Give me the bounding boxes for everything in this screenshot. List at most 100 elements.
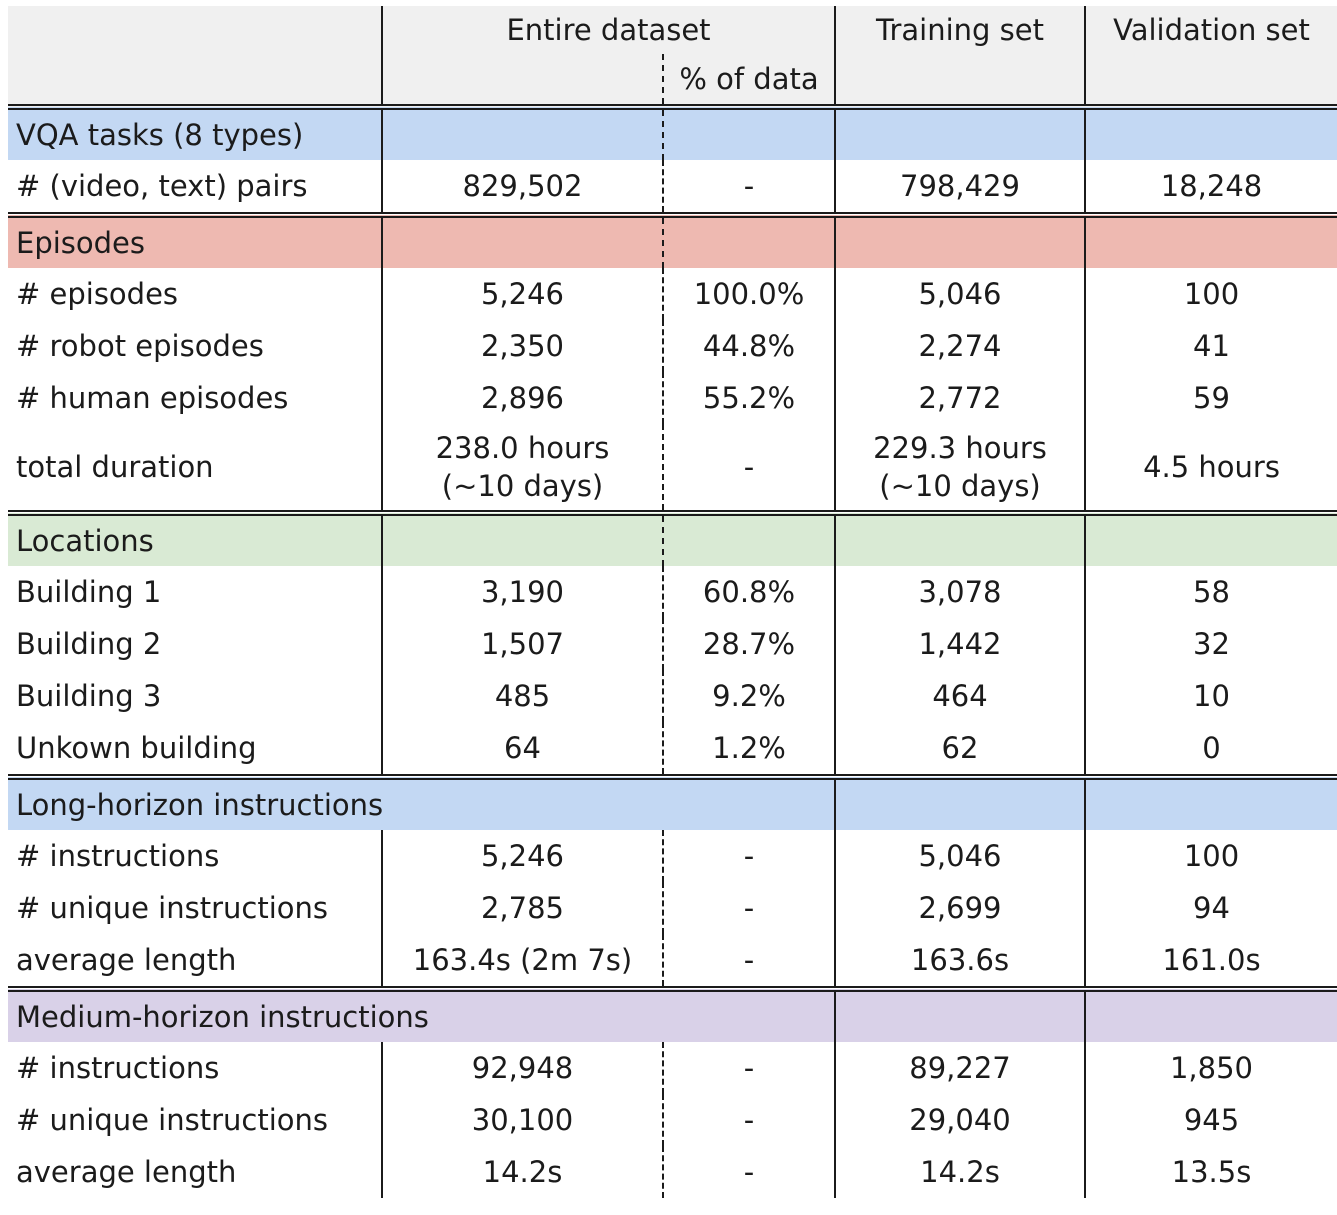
cell-entire: 30,100 — [381, 1094, 663, 1146]
row-label: # episodes — [16, 277, 179, 311]
section-title: Long-horizon instructions — [16, 788, 384, 822]
table-row: # robot episodes 2,350 44.8% 2,274 41 — [8, 320, 1337, 372]
row-label: Building 3 — [16, 679, 162, 713]
table-row: # instructions 92,948 - 89,227 1,850 — [8, 1042, 1337, 1094]
table-row: Unkown building 64 1.2% 62 0 — [8, 722, 1337, 777]
dataset-statistics-table: Entire dataset Training set Validation s… — [8, 6, 1337, 1198]
table-row: average length 163.4s (2m 7s) - 163.6s 1… — [8, 934, 1337, 989]
cell-pct: 55.2% — [662, 372, 835, 424]
cell-entire: 14.2s — [381, 1146, 663, 1198]
cell-train: 29,040 — [834, 1094, 1085, 1146]
cell-val: 18,248 — [1084, 160, 1337, 215]
cell-entire: 238.0 hours (~10 days) — [381, 424, 663, 513]
duration-hours: 229.3 hours — [873, 431, 1047, 465]
cell-pct: - — [662, 934, 835, 989]
cell-train: 5,046 — [834, 830, 1085, 882]
cell-val: 161.0s — [1084, 934, 1337, 989]
cell-train: 229.3 hours (~10 days) — [834, 424, 1085, 513]
cell-train: 464 — [834, 670, 1085, 722]
cell-val: 94 — [1084, 882, 1337, 934]
cell-val: 945 — [1084, 1094, 1337, 1146]
duration-days: (~10 days) — [879, 469, 1041, 503]
cell-entire: 92,948 — [381, 1042, 663, 1094]
section-long-horizon: Long-horizon instructions — [8, 777, 1337, 830]
cell-entire: 5,246 — [381, 268, 663, 320]
cell-val: 100 — [1084, 268, 1337, 320]
cell-val: 59 — [1084, 372, 1337, 424]
header-entire-blank — [381, 54, 663, 107]
section-episodes: Episodes — [8, 215, 1337, 268]
header-validation-set: Validation set — [1084, 6, 1337, 107]
header-pct-of-data: % of data — [662, 54, 835, 107]
cell-entire: 163.4s (2m 7s) — [381, 934, 663, 989]
table-row-duration: total duration 238.0 hours (~10 days) - … — [8, 424, 1337, 513]
section-title: Episodes — [16, 226, 145, 260]
cell-entire: 829,502 — [381, 160, 663, 215]
cell-val: 32 — [1084, 618, 1337, 670]
table-row: average length 14.2s - 14.2s 13.5s — [8, 1146, 1337, 1198]
row-label: # instructions — [16, 839, 220, 873]
table-row: Building 3 485 9.2% 464 10 — [8, 670, 1337, 722]
cell-pct: - — [662, 830, 835, 882]
table-row: # unique instructions 30,100 - 29,040 94… — [8, 1094, 1337, 1146]
cell-entire: 1,507 — [381, 618, 663, 670]
cell-train: 3,078 — [834, 566, 1085, 618]
cell-val: 41 — [1084, 320, 1337, 372]
cell-entire: 2,896 — [381, 372, 663, 424]
table-row: # human episodes 2,896 55.2% 2,772 59 — [8, 372, 1337, 424]
cell-pct: 9.2% — [662, 670, 835, 722]
cell-val: 58 — [1084, 566, 1337, 618]
cell-entire: 485 — [381, 670, 663, 722]
cell-train: 14.2s — [834, 1146, 1085, 1198]
cell-entire: 5,246 — [381, 830, 663, 882]
section-title: VQA tasks (8 types) — [16, 118, 304, 152]
cell-train: 62 — [834, 722, 1085, 777]
cell-entire: 3,190 — [381, 566, 663, 618]
cell-val: 4.5 hours — [1084, 424, 1337, 513]
cell-pct: - — [662, 1042, 835, 1094]
row-label: Building 2 — [16, 627, 162, 661]
row-label: average length — [16, 1155, 237, 1189]
cell-pct: - — [662, 160, 835, 215]
cell-pct: - — [662, 1094, 835, 1146]
table-row: # episodes 5,246 100.0% 5,046 100 — [8, 268, 1337, 320]
cell-entire: 2,350 — [381, 320, 663, 372]
cell-val: 100 — [1084, 830, 1337, 882]
section-vqa: VQA tasks (8 types) — [8, 107, 1337, 160]
row-label: # unique instructions — [16, 1103, 329, 1137]
cell-train: 2,772 — [834, 372, 1085, 424]
table-row: # instructions 5,246 - 5,046 100 — [8, 830, 1337, 882]
header-entire-dataset: Entire dataset — [381, 6, 835, 54]
cell-pct: - — [662, 424, 835, 513]
row-label: total duration — [16, 450, 214, 484]
header-subrow: % of data — [8, 54, 1337, 107]
section-locations: Locations — [8, 513, 1337, 566]
row-label: average length — [16, 943, 237, 977]
row-label: Unkown building — [16, 731, 257, 765]
cell-train: 89,227 — [834, 1042, 1085, 1094]
cell-pct: 44.8% — [662, 320, 835, 372]
cell-pct: - — [662, 882, 835, 934]
cell-train: 5,046 — [834, 268, 1085, 320]
cell-val: 13.5s — [1084, 1146, 1337, 1198]
cell-entire: 2,785 — [381, 882, 663, 934]
table-row: Building 2 1,507 28.7% 1,442 32 — [8, 618, 1337, 670]
cell-pct: - — [662, 1146, 835, 1198]
header-training-set: Training set — [834, 6, 1085, 107]
cell-train: 1,442 — [834, 618, 1085, 670]
cell-pct: 1.2% — [662, 722, 835, 777]
section-title: Medium-horizon instructions — [16, 1000, 429, 1034]
row-label: # (video, text) pairs — [16, 169, 308, 203]
cell-pct: 100.0% — [662, 268, 835, 320]
cell-train: 2,699 — [834, 882, 1085, 934]
cell-train: 2,274 — [834, 320, 1085, 372]
section-medium-horizon: Medium-horizon instructions — [8, 989, 1337, 1042]
cell-pct: 28.7% — [662, 618, 835, 670]
section-title: Locations — [16, 524, 154, 558]
cell-val: 1,850 — [1084, 1042, 1337, 1094]
table-row: # unique instructions 2,785 - 2,699 94 — [8, 882, 1337, 934]
header-row: Entire dataset Training set Validation s… — [8, 6, 1337, 107]
table-row: Building 1 3,190 60.8% 3,078 58 — [8, 566, 1337, 618]
row-label: # unique instructions — [16, 891, 329, 925]
cell-train: 798,429 — [834, 160, 1085, 215]
